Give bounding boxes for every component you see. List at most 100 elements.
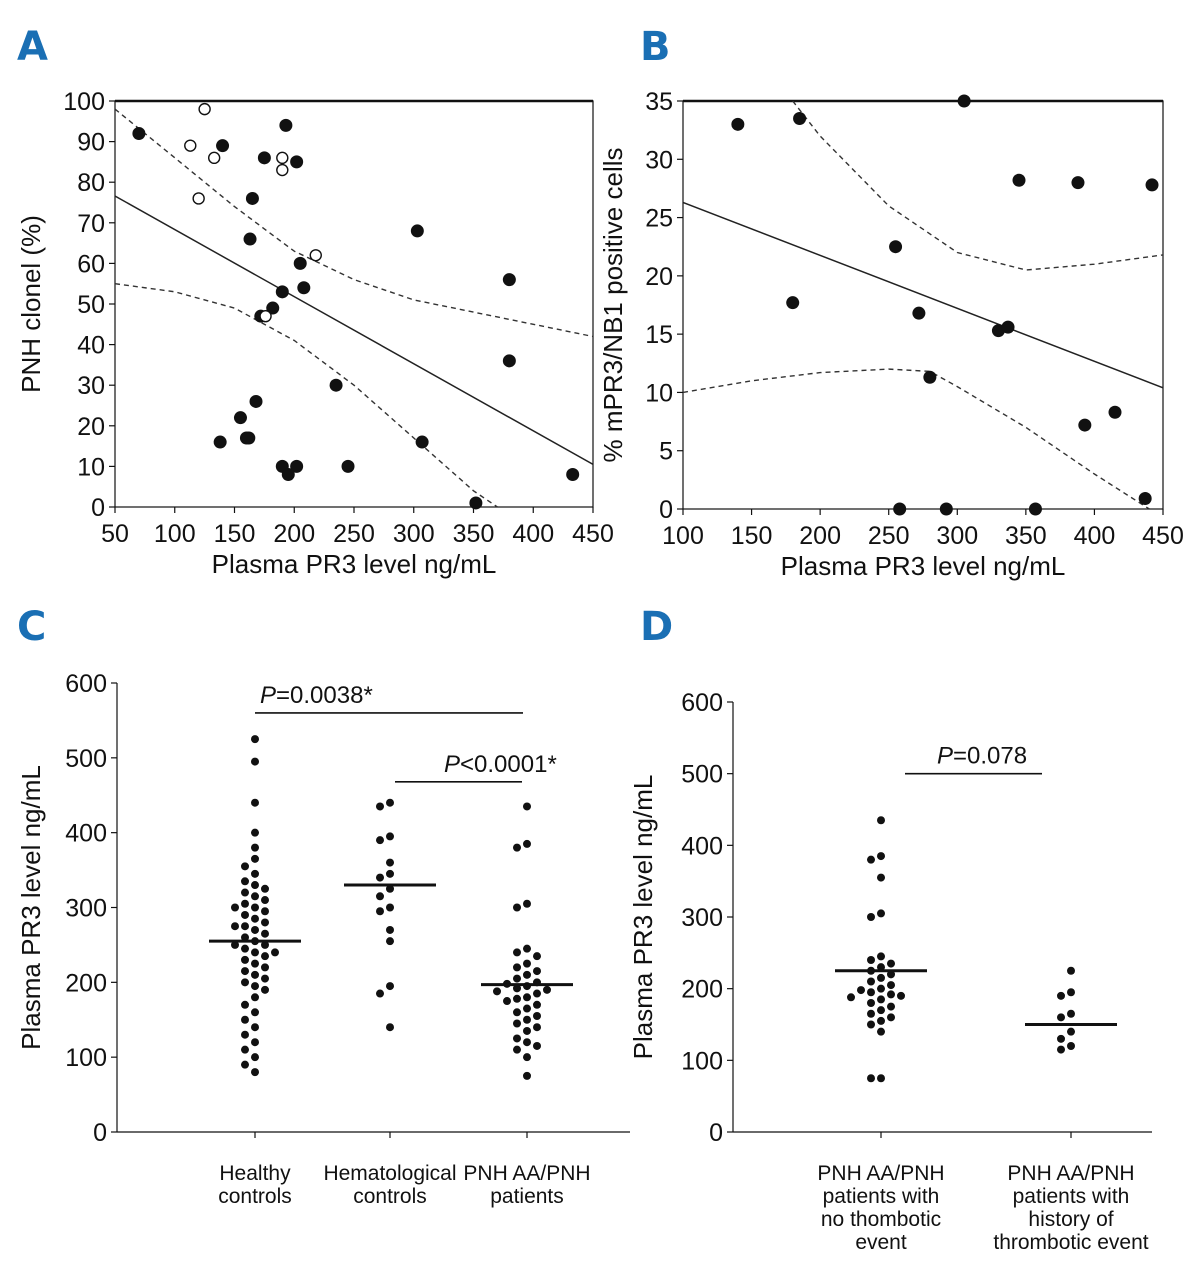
data-point xyxy=(897,991,905,1000)
data-point xyxy=(1067,966,1075,975)
data-point xyxy=(867,1074,875,1083)
data-point xyxy=(513,948,521,957)
p-value-text: =0.0038* xyxy=(276,682,373,709)
data-point xyxy=(1057,1013,1065,1022)
y-tick-label: 10 xyxy=(645,379,673,407)
data-point xyxy=(523,1038,531,1047)
y-tick-label: 30 xyxy=(645,146,673,174)
category-label: patients with xyxy=(823,1185,940,1208)
panel-letter: C xyxy=(17,604,46,650)
x-tick-label: 450 xyxy=(572,520,614,548)
data-point xyxy=(523,1004,531,1013)
data-point xyxy=(1012,173,1026,187)
data-point xyxy=(786,296,800,310)
regression-line xyxy=(683,201,1163,389)
data-point xyxy=(241,944,249,953)
data-point xyxy=(1108,405,1122,419)
data-point xyxy=(251,757,259,766)
data-point xyxy=(523,899,531,908)
y-tick-label: 200 xyxy=(65,969,107,997)
data-point xyxy=(867,1009,875,1018)
data-point xyxy=(867,913,875,921)
data-point xyxy=(523,993,531,1002)
data-point xyxy=(847,993,855,1002)
data-point xyxy=(513,1019,521,1028)
category-label: patients with xyxy=(1013,1185,1130,1208)
x-tick-label: 250 xyxy=(868,522,910,550)
data-point xyxy=(867,977,875,986)
data-point xyxy=(887,981,895,990)
data-point xyxy=(251,914,259,923)
data-point xyxy=(1067,988,1075,997)
category-label: controls xyxy=(218,1185,292,1208)
data-point xyxy=(857,986,865,995)
data-point xyxy=(241,933,249,942)
y-tick-label: 100 xyxy=(65,1044,107,1072)
data-point-open xyxy=(192,192,205,205)
data-point xyxy=(241,955,249,964)
data-point xyxy=(533,967,541,976)
data-point-open xyxy=(207,151,221,165)
data-point xyxy=(251,903,259,912)
data-point xyxy=(1138,492,1152,506)
data-point xyxy=(513,903,521,912)
data-point xyxy=(329,378,343,392)
data-point xyxy=(877,963,885,972)
data-point xyxy=(523,1015,531,1024)
data-point xyxy=(523,839,531,848)
data-point xyxy=(271,948,279,957)
data-point xyxy=(251,828,259,837)
data-point xyxy=(503,997,511,1006)
y-axis-label: Plasma PR3 level ng/mL xyxy=(628,775,658,1060)
y-tick-label: 400 xyxy=(65,820,107,848)
data-point xyxy=(513,984,521,993)
x-tick-label: 300 xyxy=(393,520,435,548)
y-tick-label: 15 xyxy=(645,321,673,349)
y-tick-label: 100 xyxy=(63,88,105,116)
data-point xyxy=(251,948,259,957)
data-point xyxy=(523,959,531,968)
category-label: Hematological xyxy=(323,1162,456,1185)
data-point xyxy=(251,1053,259,1062)
data-point xyxy=(251,854,259,863)
data-point xyxy=(957,94,971,108)
data-point xyxy=(923,370,937,384)
data-point xyxy=(275,285,289,299)
y-tick-label: 10 xyxy=(77,453,105,481)
data-point xyxy=(386,925,394,934)
data-point xyxy=(533,1041,541,1050)
data-point xyxy=(341,459,355,473)
data-point xyxy=(877,1027,885,1036)
x-tick-label: 100 xyxy=(154,520,196,548)
data-point-open xyxy=(198,102,211,116)
data-point xyxy=(793,111,807,125)
ci-upper-line xyxy=(792,101,1163,271)
x-tick-label: 250 xyxy=(333,520,375,548)
data-point xyxy=(867,999,875,1007)
data-point xyxy=(513,963,521,972)
data-point xyxy=(877,1074,885,1083)
data-point-open xyxy=(276,163,289,177)
y-axis-label: % mPR3/NB1 positive cells xyxy=(598,148,628,463)
data-point xyxy=(1067,1042,1075,1050)
data-point xyxy=(523,944,531,953)
data-point-open xyxy=(276,151,289,165)
data-point xyxy=(241,888,249,897)
data-point xyxy=(386,869,394,878)
ci-lower-line xyxy=(683,368,1150,509)
category-label: no thombotic xyxy=(821,1208,941,1231)
data-point xyxy=(241,877,249,886)
data-point xyxy=(241,862,249,871)
y-tick-label: 35 xyxy=(645,88,673,116)
data-point xyxy=(251,1038,259,1047)
data-point xyxy=(241,967,249,976)
x-tick-label: 450 xyxy=(1142,522,1184,550)
data-point xyxy=(1067,1009,1075,1018)
data-point xyxy=(887,1013,895,1022)
data-point xyxy=(251,843,259,852)
data-point xyxy=(376,989,384,998)
data-point xyxy=(241,899,249,908)
data-point xyxy=(261,940,269,949)
data-point xyxy=(290,459,304,473)
category-label: PNH AA/PNH xyxy=(463,1162,590,1185)
